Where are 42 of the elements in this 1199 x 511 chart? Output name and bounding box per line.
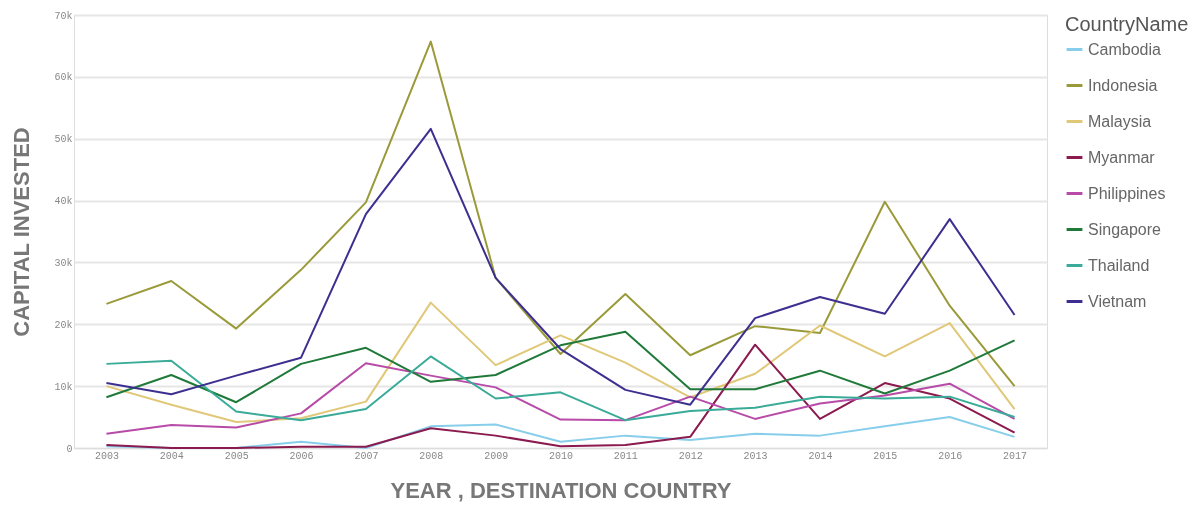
x-axis-title: YEAR , DESTINATION COUNTRY <box>390 477 732 503</box>
legend-label: Indonesia <box>1088 76 1158 94</box>
legend-label: Thailand <box>1088 256 1150 274</box>
x-tick-label: 2010 <box>548 450 574 462</box>
x-tick-label: 2012 <box>678 450 703 462</box>
y-tick-label: 70k <box>54 10 73 22</box>
legend-label: Myanmar <box>1088 148 1156 166</box>
line-series <box>105 301 1016 424</box>
legend-label: Singapore <box>1088 220 1162 238</box>
x-tick-label: 2004 <box>159 450 184 462</box>
line-series <box>105 362 1016 435</box>
line-series <box>105 330 1016 404</box>
y-tick-label: 30k <box>54 257 73 269</box>
x-tick-label: 2003 <box>94 450 119 462</box>
y-tick-label: 20k <box>54 319 73 331</box>
legend-title: CountryName <box>1065 13 1189 35</box>
x-tick-label: 2009 <box>484 450 509 462</box>
x-tick-label: 2011 <box>613 450 638 462</box>
legend-label: Philippines <box>1088 184 1166 202</box>
x-tick-label: 2014 <box>808 450 833 462</box>
x-tick-label: 2006 <box>289 450 314 462</box>
legend-label: Vietnam <box>1088 292 1147 310</box>
line-series <box>105 40 1016 388</box>
y-tick-label: 10k <box>54 381 73 393</box>
x-tick-label: 2015 <box>873 450 898 462</box>
x-tick-label: 2013 <box>743 450 768 462</box>
legend-label: Malaysia <box>1088 112 1152 130</box>
x-tick-label: 2016 <box>938 450 963 462</box>
x-tick-label: 2008 <box>419 450 444 462</box>
line-series <box>105 416 1016 449</box>
y-tick-label: 50k <box>54 134 73 146</box>
y-tick-label: 60k <box>54 72 73 84</box>
x-tick-label: 2007 <box>354 450 379 462</box>
line-series <box>105 343 1016 449</box>
line-series <box>105 355 1016 422</box>
line-series <box>105 127 1016 406</box>
legend-label: Cambodia <box>1088 40 1162 58</box>
x-tick-label: 2017 <box>1003 450 1028 462</box>
y-axis-title: CAPITAL INVESTED <box>9 127 35 337</box>
y-tick-label: 40k <box>54 196 73 208</box>
y-tick-label: 0 <box>66 443 73 455</box>
x-tick-label: 2005 <box>224 450 249 462</box>
